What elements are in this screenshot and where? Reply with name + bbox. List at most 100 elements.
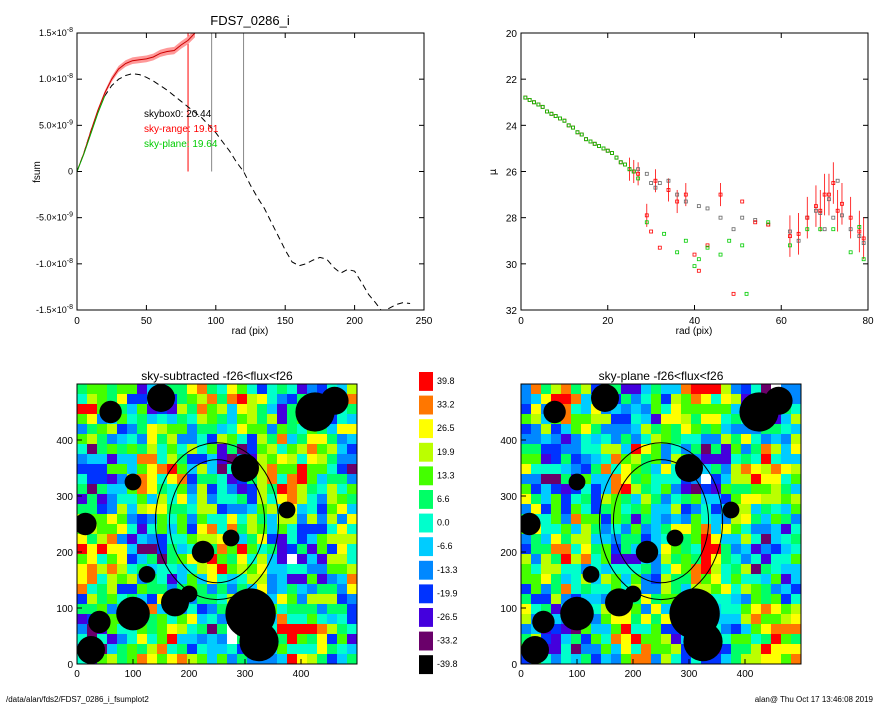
map-pixel <box>267 504 278 515</box>
map-pixel <box>327 464 338 475</box>
data-point <box>562 118 567 123</box>
map-pixel <box>117 414 128 425</box>
map-pixel <box>157 514 168 525</box>
map-pixel <box>711 434 722 445</box>
map-pixel <box>791 654 801 664</box>
map-pixel <box>691 574 702 585</box>
map-pixel <box>187 414 198 425</box>
map-pixel <box>107 614 118 625</box>
data-point <box>818 211 823 215</box>
map-pixel <box>347 644 357 655</box>
map-pixel <box>701 384 712 395</box>
map-pixel <box>317 594 328 605</box>
masked-source <box>180 585 198 603</box>
map-pixel <box>347 424 357 435</box>
map-pixel <box>571 384 582 395</box>
map-pixel <box>197 384 208 395</box>
map-pixel <box>197 534 208 545</box>
map-pixel <box>117 454 128 465</box>
map-pixel <box>631 564 642 575</box>
map-pixel <box>247 404 258 415</box>
map-pixel <box>197 574 208 585</box>
map-pixel <box>97 444 108 455</box>
map-pixel <box>601 584 612 595</box>
map-pixel <box>601 564 612 575</box>
map-pixel <box>197 524 208 535</box>
map-pixel <box>297 584 308 595</box>
map-pixel <box>731 424 742 435</box>
map-pixel <box>177 624 188 635</box>
map-pixel <box>631 434 642 445</box>
map-pixel <box>117 534 128 545</box>
map-pixel <box>721 544 732 555</box>
map-pixel <box>571 574 582 585</box>
map-pixel <box>681 534 692 545</box>
x-tick-label: 250 <box>416 316 433 327</box>
map-pixel <box>337 454 348 465</box>
map-pixel <box>227 504 238 515</box>
map-pixel <box>297 504 308 515</box>
map-pixel <box>751 614 762 625</box>
map-pixel <box>257 474 268 485</box>
map-pixel <box>277 654 288 664</box>
map-pixel <box>651 494 662 505</box>
map-pixel <box>167 514 178 525</box>
map-pixel <box>571 394 582 405</box>
map-pixel <box>147 464 158 475</box>
map-pixel <box>551 634 562 645</box>
data-point <box>805 227 810 232</box>
map-pixel <box>147 634 158 645</box>
map-pixel <box>197 464 208 475</box>
map-pixel <box>217 494 228 505</box>
data-point <box>857 234 862 239</box>
map-pixel <box>187 604 198 615</box>
map-pixel <box>137 424 148 435</box>
map-pixel <box>107 574 118 585</box>
map-pixel <box>731 474 742 485</box>
map-pixel <box>781 594 792 605</box>
map-pixel <box>277 524 288 535</box>
map-pixel <box>551 614 562 625</box>
map-pixel <box>731 644 742 655</box>
map-pixel <box>731 484 742 495</box>
map-pixel <box>731 394 742 405</box>
map-pixel <box>317 574 328 585</box>
map-pixel <box>217 444 228 455</box>
map-pixel <box>247 434 258 445</box>
map-pixel <box>601 534 612 545</box>
colorbar-label: -33.2 <box>437 636 458 646</box>
map-pixel <box>157 604 168 615</box>
map-pixel <box>157 494 168 505</box>
map-pixel <box>561 394 572 405</box>
map-pixel <box>297 524 308 535</box>
map-pixel <box>681 404 692 415</box>
map-pixel <box>671 574 682 585</box>
map-pixel <box>187 404 198 415</box>
masked-source <box>88 610 111 634</box>
map-pixel <box>297 384 308 395</box>
map-pixel <box>741 534 752 545</box>
map-pixel <box>731 604 742 615</box>
data-point <box>575 130 580 135</box>
map-pixel <box>601 574 612 585</box>
map-pixel <box>561 484 572 495</box>
map-pixel <box>187 534 198 545</box>
map-pixel <box>581 394 592 405</box>
map-pixel <box>611 544 622 555</box>
map-pixel <box>751 644 762 655</box>
map-pixel <box>267 394 278 405</box>
map-pixel <box>771 494 782 505</box>
map-pixel <box>791 524 801 535</box>
map-pixel <box>551 454 562 465</box>
map-pixel <box>147 644 158 655</box>
map-pixel <box>167 464 178 475</box>
map-pixel <box>551 384 562 395</box>
map-pixel <box>97 544 108 555</box>
map-pixel <box>277 414 288 425</box>
map-pixel <box>87 474 98 485</box>
map-pixel <box>77 494 88 505</box>
map-pixel <box>781 424 792 435</box>
colorbar-label: -26.5 <box>437 612 458 622</box>
data-point <box>657 245 662 250</box>
map-pixel <box>621 544 632 555</box>
